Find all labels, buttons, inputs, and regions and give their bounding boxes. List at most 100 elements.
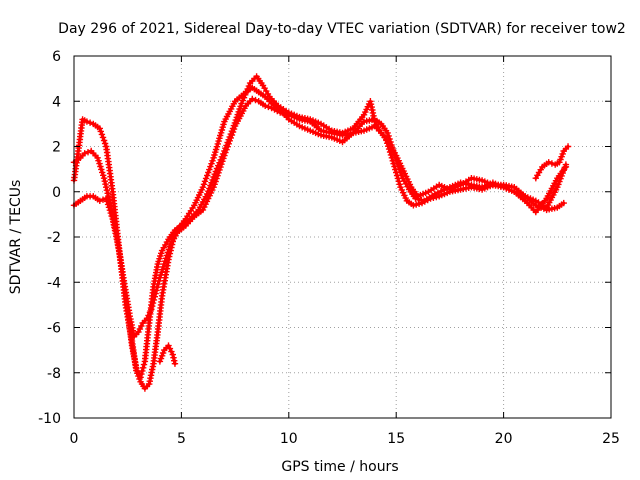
- data-point: [238, 100, 245, 107]
- y-tick-label: 4: [52, 94, 61, 110]
- x-tick-label: 25: [602, 431, 620, 447]
- data-point: [108, 212, 115, 220]
- data-point: [137, 374, 144, 381]
- data-point: [384, 129, 391, 137]
- data-point: [204, 172, 211, 179]
- data-point: [207, 163, 214, 170]
- data-point: [208, 160, 215, 167]
- data-point: [239, 97, 246, 104]
- data-point: [97, 128, 104, 135]
- data-point: [98, 166, 105, 173]
- data-point: [201, 178, 209, 185]
- data-point: [395, 178, 402, 185]
- data-point: [219, 150, 227, 158]
- data-point: [548, 160, 556, 167]
- data-point: [437, 188, 445, 195]
- data-point: [101, 140, 109, 147]
- x-tick-label: 15: [387, 431, 405, 447]
- data-point: [545, 159, 552, 166]
- data-point: [560, 199, 567, 207]
- y-tick-label: 6: [52, 49, 61, 65]
- x-tick-label: 5: [177, 431, 186, 447]
- data-point: [95, 157, 102, 164]
- data-point: [86, 119, 94, 126]
- data-point: [94, 154, 101, 161]
- data-point: [100, 172, 107, 179]
- data-point: [199, 184, 207, 191]
- data-point: [138, 322, 145, 330]
- y-tick-label: 0: [52, 185, 61, 201]
- y-tick-label: -2: [47, 230, 61, 246]
- data-point: [168, 348, 175, 355]
- y-tick-label: 2: [52, 140, 61, 156]
- data-point: [100, 137, 108, 144]
- data-point: [265, 103, 272, 111]
- data-point: [206, 166, 213, 173]
- data-point: [140, 361, 148, 368]
- data-point: [100, 175, 108, 182]
- data-point: [104, 201, 112, 208]
- data-point: [202, 175, 210, 182]
- grid: [74, 56, 611, 418]
- x-tick-label: 20: [495, 431, 513, 447]
- data-point: [83, 118, 91, 125]
- data-point: [240, 94, 248, 101]
- data-point: [166, 250, 174, 257]
- y-tick-label: -6: [47, 321, 61, 337]
- data-point: [562, 163, 570, 171]
- data-point: [96, 160, 103, 167]
- y-tick-label: -4: [47, 275, 61, 291]
- data-point: [106, 207, 114, 214]
- data-point: [99, 134, 107, 141]
- data-point: [244, 85, 251, 93]
- data-point: [209, 176, 216, 184]
- data-point: [217, 156, 224, 163]
- data-point: [103, 184, 110, 191]
- data-point: [218, 153, 226, 160]
- data-point: [216, 159, 223, 166]
- data-point: [139, 367, 146, 375]
- data-point: [165, 342, 172, 349]
- data-point: [96, 197, 103, 204]
- data-point: [227, 130, 234, 138]
- data-traces: [70, 73, 572, 392]
- x-axis-label: GPS time / hours: [281, 459, 398, 475]
- y-tick-label: -8: [47, 366, 61, 382]
- x-tick-label: 10: [280, 431, 298, 447]
- data-point: [242, 91, 249, 98]
- data-point: [96, 125, 103, 132]
- data-point: [434, 189, 442, 196]
- data-point: [413, 201, 420, 208]
- y-axis-label: SDTVAR / TECUs: [8, 180, 24, 295]
- data-point: [209, 157, 216, 164]
- data-point: [84, 149, 92, 156]
- data-point: [212, 168, 219, 175]
- data-point: [107, 209, 114, 217]
- data-point: [104, 190, 111, 197]
- x-tick-label: 0: [70, 431, 79, 447]
- data-point: [262, 102, 269, 109]
- data-point: [103, 198, 111, 205]
- data-point: [103, 195, 110, 202]
- data-point: [81, 150, 88, 157]
- data-point: [245, 82, 253, 90]
- data-point: [98, 131, 106, 138]
- data-point: [252, 96, 259, 104]
- data-point: [168, 244, 175, 251]
- data-point: [249, 95, 256, 103]
- data-point: [99, 169, 106, 176]
- data-point: [159, 349, 167, 357]
- tick-labels: 0 5 10 15 20 25 -10 -8 -6 -4 -2 0 2 4 6: [38, 49, 620, 447]
- data-point: [140, 364, 147, 371]
- data-point: [213, 165, 221, 172]
- data-point: [171, 360, 179, 367]
- data-point: [385, 132, 392, 140]
- data-point: [243, 88, 250, 96]
- data-point: [559, 150, 566, 158]
- data-point: [97, 163, 104, 170]
- data-point: [99, 196, 107, 203]
- data-point: [171, 357, 178, 364]
- data-point: [431, 190, 439, 198]
- data-point: [103, 187, 111, 194]
